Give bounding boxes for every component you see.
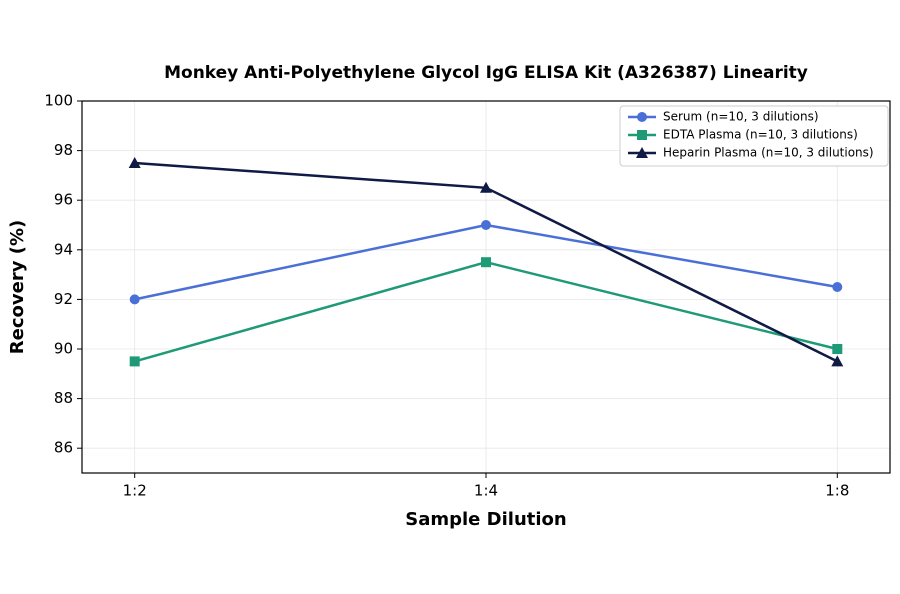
marker xyxy=(832,282,843,292)
marker xyxy=(481,220,491,230)
legend-label: Heparin Plasma (n=10, 3 dilutions) xyxy=(663,146,874,160)
y-axis-label: Recovery (%) xyxy=(7,220,28,354)
legend-label: EDTA Plasma (n=10, 3 dilutions) xyxy=(663,128,858,142)
legend-marker xyxy=(637,130,647,140)
y-tick-label: 96 xyxy=(54,191,73,209)
y-tick-label: 90 xyxy=(54,340,73,358)
chart-title: Monkey Anti-Polyethylene Glycol IgG ELIS… xyxy=(164,63,808,83)
legend-label: Serum (n=10, 3 dilutions) xyxy=(663,110,819,124)
marker xyxy=(832,344,843,354)
marker xyxy=(129,356,140,367)
marker xyxy=(831,355,844,367)
marker xyxy=(129,294,140,305)
y-tick-label: 86 xyxy=(54,439,73,457)
y-tick-label: 94 xyxy=(54,240,73,258)
legend-marker xyxy=(636,147,648,158)
legend-marker xyxy=(637,112,647,122)
legend-box xyxy=(619,105,889,167)
marker xyxy=(480,181,492,193)
x-tick-label: 1:4 xyxy=(474,482,498,500)
y-tick-label: 92 xyxy=(54,290,73,308)
marker xyxy=(481,257,491,268)
marker xyxy=(128,157,141,168)
x-axis-label: Sample Dilution xyxy=(405,509,566,530)
plot-frame xyxy=(81,100,891,474)
y-tick-label: 88 xyxy=(54,389,73,407)
y-tick-label: 100 xyxy=(44,92,73,110)
x-tick-label: 1:8 xyxy=(825,482,849,500)
x-tick-label: 1:2 xyxy=(123,482,147,500)
y-tick-label: 98 xyxy=(54,141,73,159)
